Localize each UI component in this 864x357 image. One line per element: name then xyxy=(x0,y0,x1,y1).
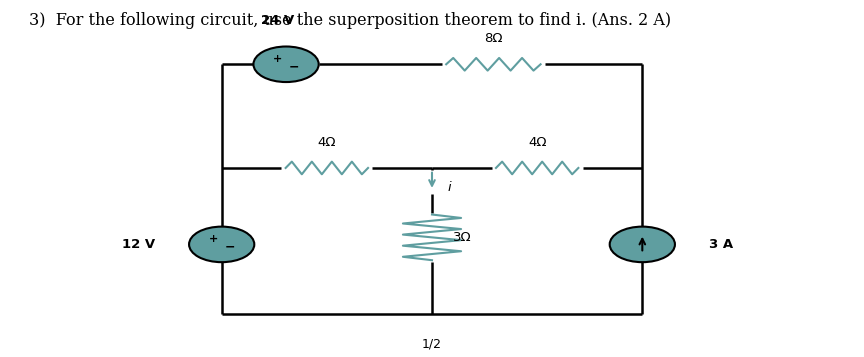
Text: 3Ω: 3Ω xyxy=(454,231,472,244)
Text: +: + xyxy=(209,235,218,245)
Text: 4Ω: 4Ω xyxy=(318,136,336,149)
Text: i: i xyxy=(448,181,451,194)
Text: −: − xyxy=(289,60,300,74)
Text: 3)  For the following circuit, use the superposition theorem to find i. (Ans. 2 : 3) For the following circuit, use the su… xyxy=(29,11,670,29)
Ellipse shape xyxy=(253,46,319,82)
Text: −: − xyxy=(225,241,235,253)
Text: +: + xyxy=(273,54,283,64)
Text: 24 V: 24 V xyxy=(261,14,294,27)
Text: 3 A: 3 A xyxy=(709,238,734,251)
Ellipse shape xyxy=(610,227,675,262)
Text: 12 V: 12 V xyxy=(122,238,155,251)
Text: 4Ω: 4Ω xyxy=(528,136,546,149)
Ellipse shape xyxy=(189,227,254,262)
Text: 1/2: 1/2 xyxy=(422,338,442,351)
Text: 8Ω: 8Ω xyxy=(484,32,503,45)
